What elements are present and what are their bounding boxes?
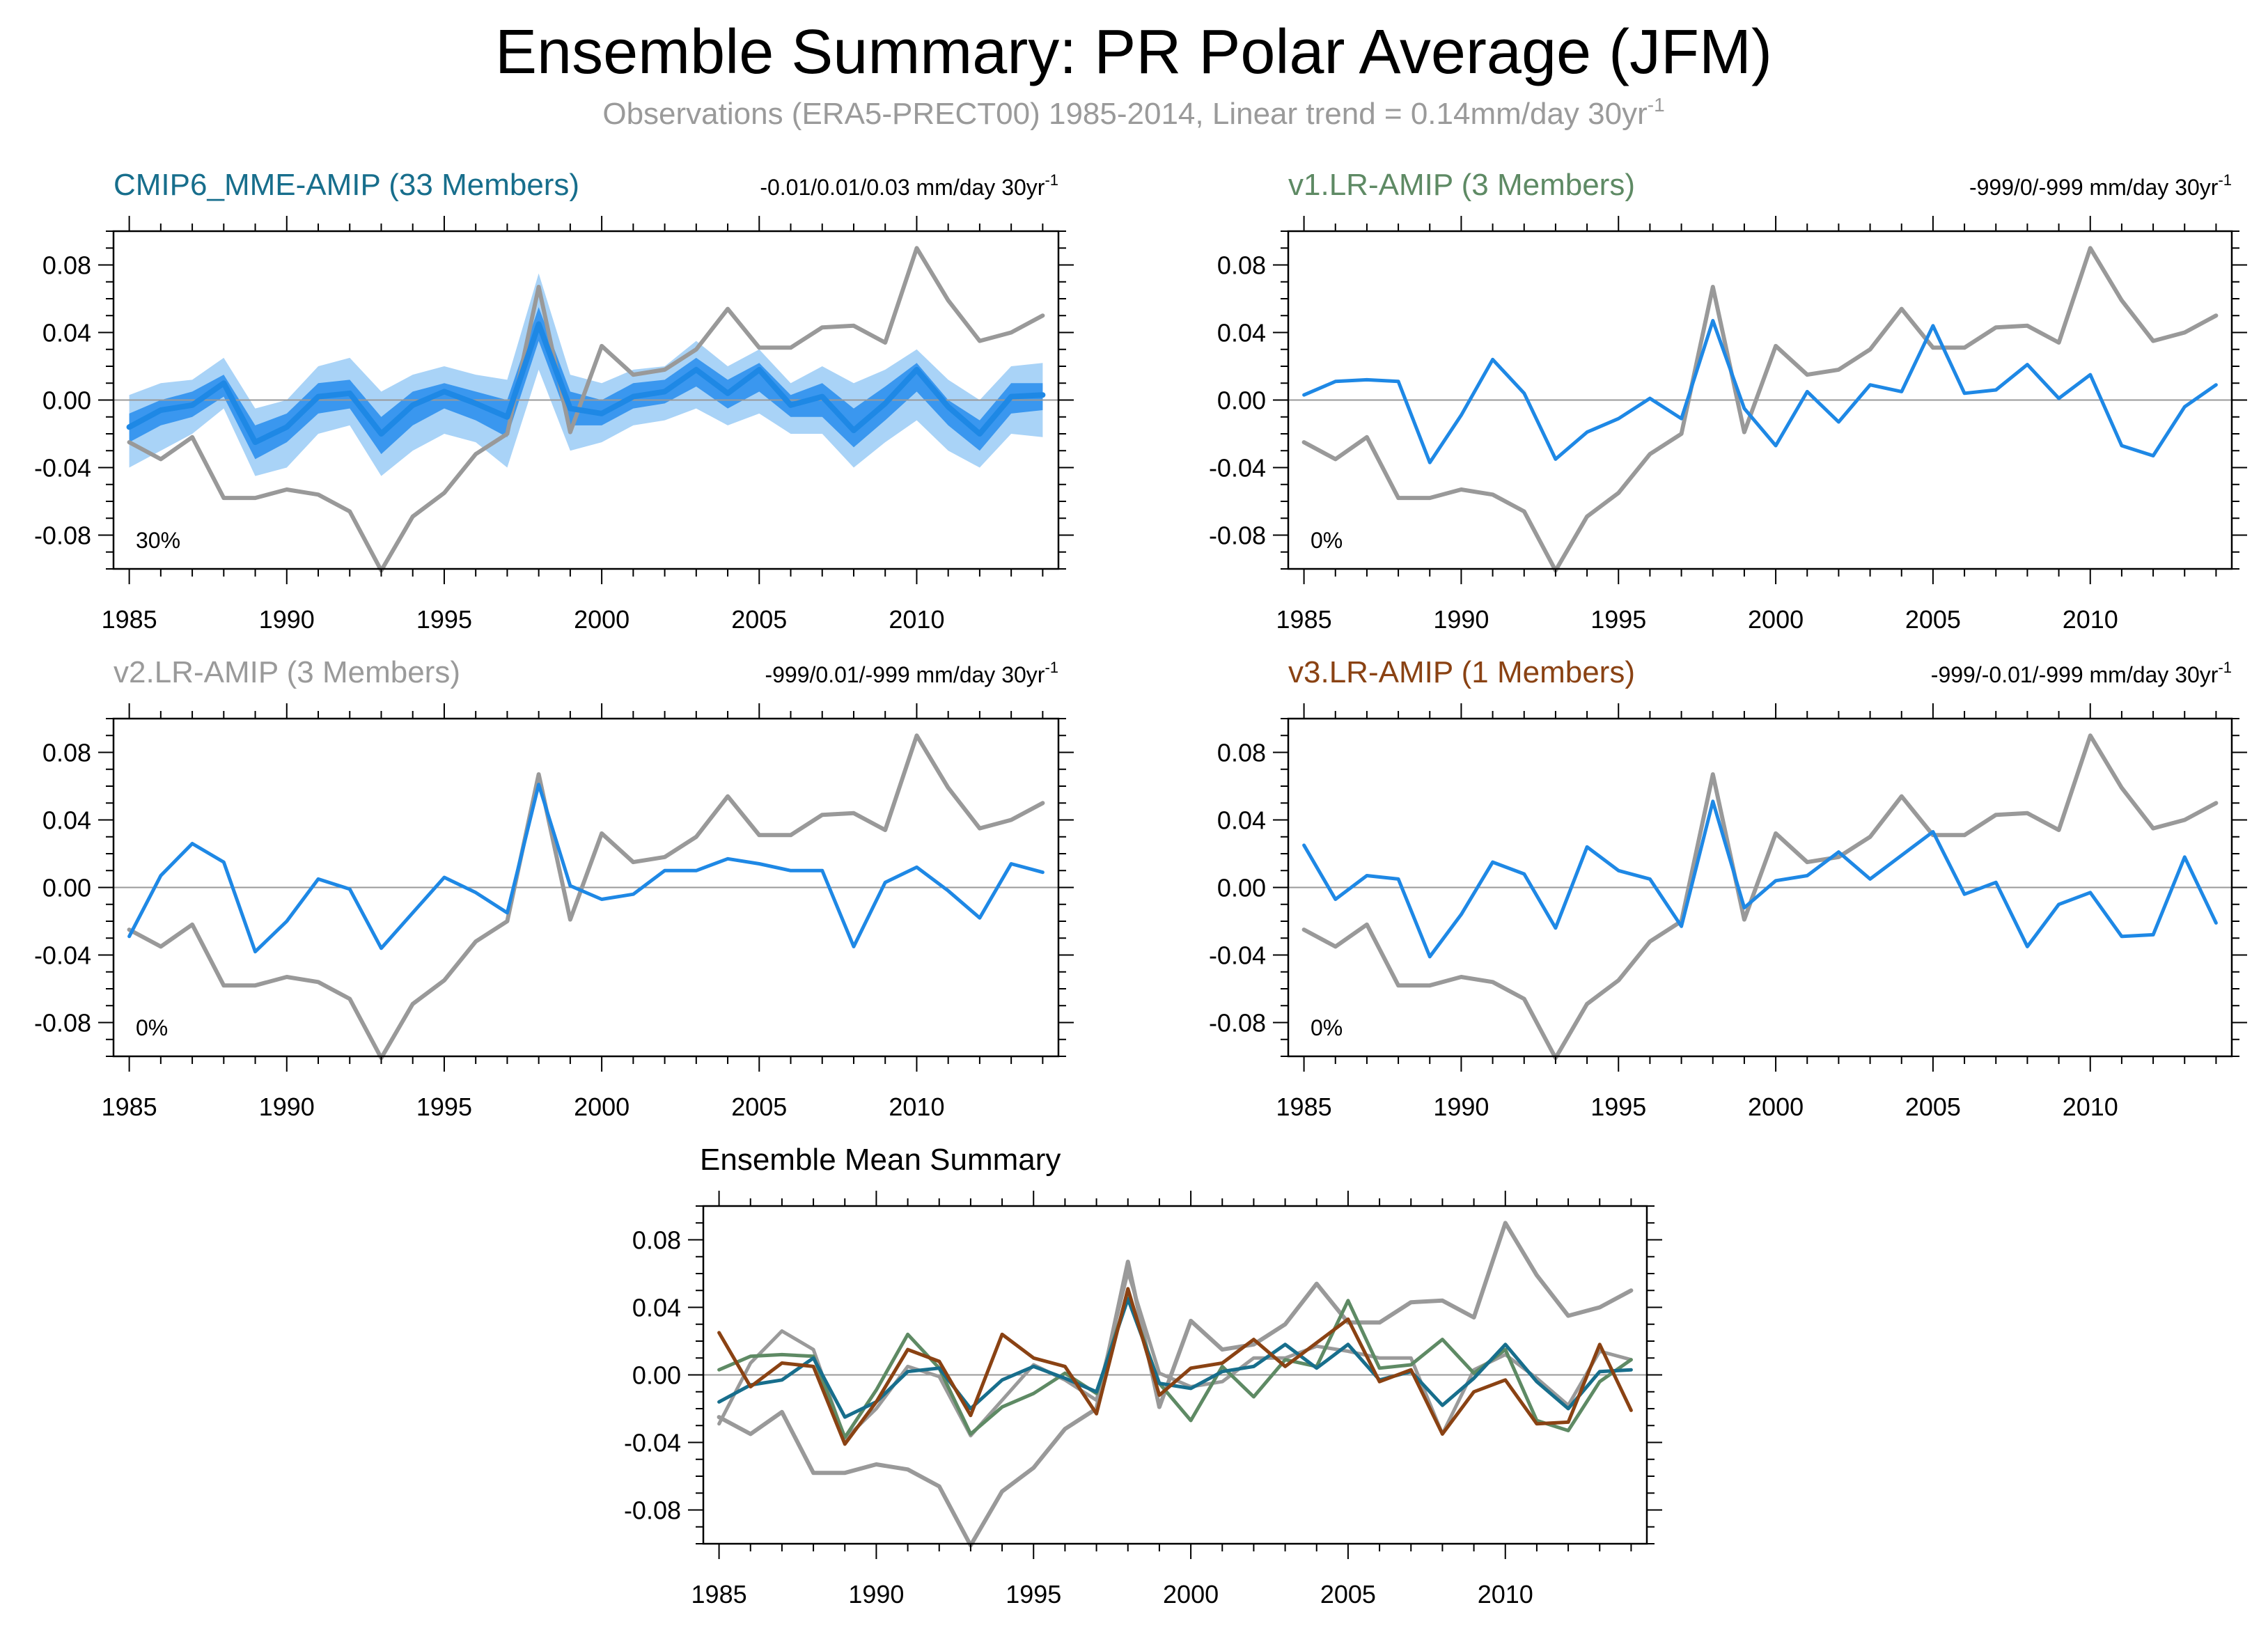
v3-percent-label: 0% [1311,1015,1343,1040]
v2-xtick-label: 1990 [259,1093,315,1121]
v2-panel: v2.LR-AMIP (3 Members) -999/0.01/-999 mm/… [34,655,1074,1121]
v1-panel: v1.LR-AMIP (3 Members) -999/0/-999 mm/day… [1209,168,2247,634]
v1-xtick-label: 2000 [1748,605,1804,634]
v2-title: v2.LR-AMIP (3 Members) [114,655,460,689]
v2-xtick-label: 2005 [731,1093,787,1121]
cmip6-title: CMIP6_MME-AMIP (33 Members) [114,168,579,202]
v1-series-0-line [1301,246,2219,573]
v1-xtick-label: 1995 [1590,605,1646,634]
cmip6-percent-label: 30% [136,528,180,553]
cmip6-band-outer [129,273,1043,476]
v3-ytick-label: 0.08 [1217,739,1266,767]
cmip6-panel: CMIP6_MME-AMIP (33 Members) -0.01/0.01/0.… [34,168,1074,634]
v2-ytick-label: -0.04 [34,941,91,970]
cmip6-trend-text: -0.01/0.01/0.03 mm/day 30yr-1 [760,171,1058,200]
v2-ytick-label: 0.08 [42,739,91,767]
v3-xtick-label: 1985 [1276,1093,1332,1121]
v1-title: v1.LR-AMIP (3 Members) [1288,168,1635,202]
v2-series-1-line [127,783,1045,954]
v2-xtick-label: 1985 [102,1093,157,1121]
v3-xtick-label: 2000 [1748,1093,1804,1121]
v1-xtick-label: 2010 [2063,605,2118,634]
v3-title: v3.LR-AMIP (1 Members) [1288,655,1635,689]
summary-xtick-label: 1995 [1006,1580,1061,1609]
summary-series-4-line [717,1287,1633,1446]
v1-xtick-label: 1985 [1276,605,1332,634]
v2-ytick-label: -0.08 [34,1009,91,1038]
v2-xtick-label: 2000 [574,1093,629,1121]
cmip6-xtick-label: 1990 [259,605,315,634]
cmip6-ytick-label: 0.04 [42,319,91,347]
v2-xtick-label: 1995 [416,1093,472,1121]
summary-xtick-label: 1985 [691,1580,747,1609]
cmip6-series-0-line [127,246,1045,573]
v3-ytick-label: 0.00 [1217,874,1266,902]
panels-group: CMIP6_MME-AMIP (33 Members) -0.01/0.01/0.… [34,168,2247,1609]
summary-title: Ensemble Mean Summary [700,1143,1061,1177]
cmip6-xtick-label: 2010 [889,605,944,634]
summary-xtick-label: 2010 [1478,1580,1533,1609]
summary-ytick-label: 0.08 [632,1226,681,1255]
v2-trend-text: -999/0.01/-999 mm/day 30yr-1 [765,659,1058,687]
cmip6-ytick-label: -0.08 [34,522,91,550]
cmip6-series-1-line [126,321,1046,446]
cmip6-xtick-label: 2005 [731,605,787,634]
summary-ytick-label: -0.04 [624,1429,681,1457]
summary-xtick-label: 2000 [1163,1580,1219,1609]
v3-ytick-label: -0.08 [1209,1009,1266,1038]
v1-ytick-label: 0.04 [1217,319,1266,347]
v1-trend-text: -999/0/-999 mm/day 30yr-1 [1969,171,2232,200]
v2-series-0-line [127,733,1045,1060]
v3-trend-text: -999/-0.01/-999 mm/day 30yr-1 [1931,659,2232,687]
cmip6-ytick-label: -0.04 [34,454,91,483]
summary-xtick-label: 2005 [1320,1580,1376,1609]
summary-panel: Ensemble Mean Summary 0.08 0.04 0.00 -0.04 -0… [624,1143,1662,1609]
cmip6-xtick-label: 1995 [416,605,472,634]
v1-ytick-label: 0.08 [1217,251,1266,280]
v1-ytick-label: -0.04 [1209,454,1266,483]
v3-series-1-line [1302,799,2218,959]
v1-ytick-label: 0.00 [1217,386,1266,415]
v1-series-1-line [1302,319,2218,464]
v3-xtick-label: 1990 [1433,1093,1489,1121]
summary-ytick-label: 0.04 [632,1294,681,1322]
v2-ytick-label: 0.04 [42,806,91,835]
figure-subtitle: Observations (ERA5-PRECT00) 1985-2014, L… [602,94,1664,131]
v2-ytick-label: 0.00 [42,874,91,902]
v1-xtick-label: 2005 [1905,605,1961,634]
v1-percent-label: 0% [1311,528,1343,553]
cmip6-ytick-label: 0.00 [42,386,91,415]
summary-ytick-label: 0.00 [632,1361,681,1390]
summary-xtick-label: 1990 [848,1580,904,1609]
v2-percent-label: 0% [136,1015,168,1040]
v3-series-0-line [1301,733,2219,1060]
cmip6-ytick-label: 0.08 [42,251,91,280]
v1-ytick-label: -0.08 [1209,522,1266,550]
summary-series-0-line [717,1221,1634,1548]
cmip6-xtick-label: 1985 [102,605,157,634]
summary-ytick-label: -0.08 [624,1496,681,1525]
figure-title: Ensemble Summary: PR Polar Average (JFM) [495,17,1772,87]
v3-xtick-label: 2010 [2063,1093,2118,1121]
summary-series-2-line [717,1294,1633,1439]
v3-ytick-label: 0.04 [1217,806,1266,835]
cmip6-xtick-label: 2000 [574,605,629,634]
v3-ytick-label: -0.04 [1209,941,1266,970]
v3-xtick-label: 2005 [1905,1093,1961,1121]
v2-xtick-label: 2010 [889,1093,944,1121]
v1-xtick-label: 1990 [1433,605,1489,634]
v3-xtick-label: 1995 [1590,1093,1646,1121]
summary-series-3-line [717,1297,1633,1419]
v3-panel: v3.LR-AMIP (1 Members) -999/-0.01/-999 mm… [1209,655,2247,1121]
